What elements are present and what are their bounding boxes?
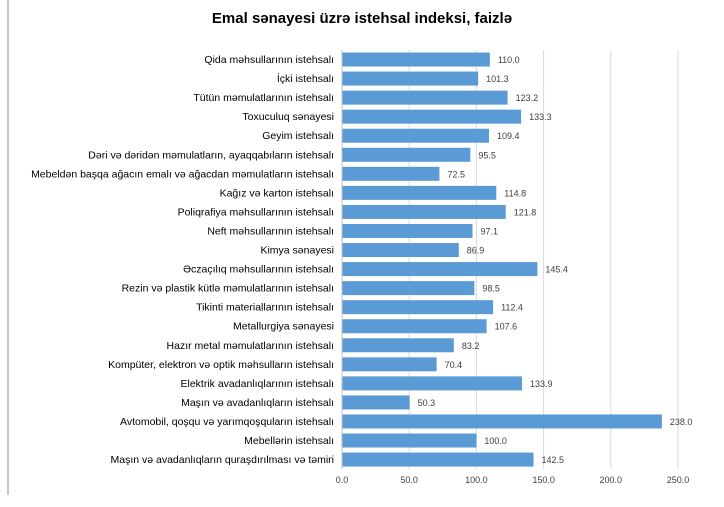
bar — [342, 414, 662, 429]
data-label: 109.4 — [497, 131, 520, 141]
bar — [342, 395, 410, 410]
bar — [342, 185, 497, 200]
category-label: Geyim istehsalı — [262, 130, 334, 142]
category-label: Metallurgiya sənayesi — [233, 321, 334, 333]
bar — [342, 319, 487, 334]
data-label: 86.9 — [467, 246, 485, 256]
bar — [342, 109, 522, 124]
bar — [342, 243, 459, 258]
x-tick-label: 50.0 — [400, 475, 418, 485]
bar — [342, 300, 494, 315]
data-label: 123.2 — [516, 93, 539, 103]
category-label: Hazır metal məmulatlarının istehsalı — [167, 340, 334, 352]
data-label: 98.5 — [482, 284, 500, 294]
category-label: İçki istehsalı — [277, 72, 334, 85]
bar — [342, 166, 440, 181]
bar — [342, 357, 437, 372]
x-tick-label: 200.0 — [600, 475, 623, 485]
data-label: 114.8 — [504, 188, 526, 198]
category-label: Mebellərin istehsalı — [244, 435, 334, 447]
bar — [342, 204, 506, 219]
data-label: 145.4 — [545, 265, 568, 275]
category-label: Toxuculuq sənayesi — [242, 111, 334, 123]
data-label: 95.5 — [478, 150, 496, 160]
bar — [342, 128, 490, 143]
category-label: Kağız və karton istehsalı — [220, 187, 334, 199]
bar — [342, 71, 479, 86]
bar — [342, 376, 522, 391]
category-label: Maşın və avadanlıqların quraşdırılması v… — [110, 454, 334, 466]
x-tick-label: 0.0 — [336, 475, 349, 485]
left-border — [7, 0, 9, 495]
category-label: Avtomobil, qoşqu və yarımqoşquların iste… — [120, 416, 334, 428]
category-label: Tütün məmulatlarının istehsalı — [193, 92, 334, 104]
category-label: Mebeldən başqa ağacın emalı və ağacdan m… — [31, 168, 334, 180]
category-label: Qida məhsullarının istehsalı — [204, 54, 334, 66]
data-label: 110.0 — [498, 55, 520, 65]
category-label: Kompüter, elektron və optik məhsulların … — [108, 359, 334, 371]
data-label: 50.3 — [418, 398, 436, 408]
data-label: 142.5 — [542, 455, 565, 465]
bar — [342, 223, 473, 238]
bar — [342, 281, 475, 296]
data-label: 72.5 — [447, 169, 465, 179]
category-label: Neft məhsullarının istehsalı — [207, 225, 334, 237]
category-label: Rezin və plastik kütlə məmulatlarının is… — [122, 283, 334, 295]
data-label: 112.4 — [501, 303, 523, 313]
category-label: Kimya sənayesi — [260, 245, 334, 257]
data-label: 133.3 — [529, 112, 552, 122]
x-tick-label: 150.0 — [532, 475, 555, 485]
chart-title: Emal sənayesi üzrə istehsal indeksi, fai… — [211, 10, 513, 27]
data-label: 238.0 — [670, 417, 693, 427]
data-label: 121.8 — [514, 207, 537, 217]
category-label: Maşın və avadanlıqların istehsalı — [181, 397, 334, 409]
bar — [342, 433, 477, 448]
category-label: Elektrik avadanlıqlarının istehsalı — [181, 378, 335, 390]
data-label: 107.6 — [495, 322, 518, 332]
x-tick-label: 250.0 — [667, 475, 690, 485]
x-tick-label: 100.0 — [465, 475, 488, 485]
bar — [342, 52, 490, 67]
category-label: Poliqrafiya məhsullarının istehsalı — [178, 206, 334, 218]
bar — [342, 452, 534, 467]
data-label: 97.1 — [481, 226, 499, 236]
category-label: Tikinti materiallarının istehsalı — [196, 302, 334, 314]
data-label: 133.9 — [530, 379, 553, 389]
bar — [342, 338, 454, 353]
bar — [342, 90, 508, 105]
data-label: 101.3 — [486, 74, 509, 84]
category-label: Əczaçılıq məhsullarının istehsalı — [183, 264, 334, 276]
bar — [342, 262, 538, 277]
data-label: 100.0 — [484, 436, 507, 446]
bar — [342, 147, 471, 162]
data-label: 70.4 — [445, 360, 463, 370]
category-label: Dəri və dəridən məmulatların, ayaqqabıla… — [88, 149, 334, 161]
data-label: 83.2 — [462, 341, 480, 351]
